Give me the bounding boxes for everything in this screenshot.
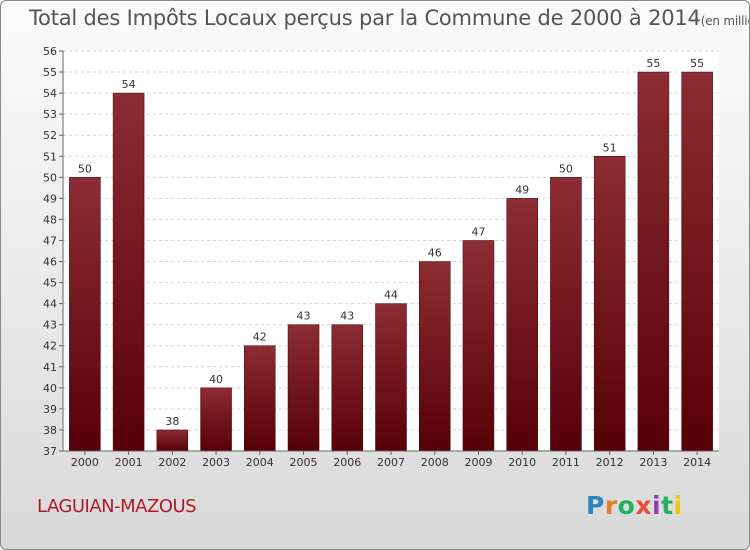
value-label-2008: 46: [428, 247, 442, 260]
value-label-2011: 50: [559, 162, 573, 175]
bar-2007: [375, 303, 407, 452]
bar-2000: [69, 177, 101, 452]
value-label-2006: 43: [340, 310, 354, 323]
x-tick-label-2001: 2001: [115, 456, 143, 469]
commune-name: LAGUIAN-MAZOUS: [37, 496, 197, 517]
x-tick-label-2007: 2007: [377, 456, 405, 469]
x-tick-label-2010: 2010: [508, 456, 536, 469]
bar-2002: [156, 429, 189, 452]
bar-2010: [506, 198, 538, 452]
bar-2011: [550, 177, 582, 452]
y-tick-label: 49: [43, 192, 57, 205]
bar-2004: [244, 345, 276, 452]
value-labels: 50 54 38 40 42 43 43 44 46 47 49 50 51 55 55: [78, 57, 704, 428]
y-tick-label: 51: [43, 150, 57, 163]
y-tick-label: 40: [43, 382, 57, 395]
y-tick-label: 46: [43, 256, 57, 269]
y-tick-label: 50: [43, 171, 57, 184]
y-tick-label: 48: [43, 213, 57, 226]
y-tick-label: 56: [43, 45, 57, 58]
value-label-2000: 50: [78, 162, 92, 175]
bar-2013: [637, 71, 670, 452]
bar-2003: [200, 387, 232, 452]
chart-title-text: Total des Impôts Locaux perçus par la Co…: [29, 6, 701, 30]
y-tick-label: 43: [43, 319, 57, 332]
x-tick-label-2011: 2011: [552, 456, 580, 469]
x-tick-label-2006: 2006: [333, 456, 361, 469]
value-label-2003: 40: [209, 373, 223, 386]
axes: 37 38 39 40 41 42 43 44 45 46 47 48 49 50 51 52 53 54 55 56…: [43, 45, 719, 469]
value-label-2002: 38: [165, 415, 179, 428]
bar-2009: [462, 240, 495, 452]
value-label-2009: 47: [471, 225, 485, 238]
y-tick-label: 38: [43, 424, 57, 437]
value-label-2005: 43: [297, 310, 311, 323]
value-label-2013: 55: [646, 57, 660, 70]
bar-2014: [681, 71, 713, 452]
value-label-2007: 44: [384, 289, 398, 302]
chart-title: Total des Impôts Locaux perçus par la Co…: [29, 6, 749, 30]
bar-2008: [418, 261, 451, 452]
value-label-2010: 49: [515, 183, 529, 196]
x-tick-label-2000: 2000: [71, 456, 99, 469]
x-tick-label-2014: 2014: [683, 456, 711, 469]
y-tick-label: 53: [43, 108, 57, 121]
y-tick-label: 47: [43, 234, 57, 247]
y-tick-label: 55: [43, 66, 57, 79]
y-tick-label: 54: [43, 87, 57, 100]
value-label-2004: 42: [253, 331, 267, 344]
bar-2001: [112, 92, 145, 452]
value-label-2001: 54: [122, 78, 136, 91]
x-tick-label-2008: 2008: [421, 456, 449, 469]
y-tick-label: 45: [43, 277, 57, 290]
bar-2006: [331, 324, 364, 452]
y-tick-label: 41: [43, 361, 57, 374]
bars: [69, 71, 713, 452]
value-label-2012: 51: [603, 141, 617, 154]
x-tick-label-2005: 2005: [290, 456, 318, 469]
y-tick-label: 44: [43, 298, 57, 311]
value-label-2014: 55: [690, 57, 704, 70]
y-tick-label: 52: [43, 129, 57, 142]
y-tick-label: 39: [43, 403, 57, 416]
y-tick-label: 42: [43, 340, 57, 353]
bar-2012: [593, 156, 626, 452]
x-tick-label-2009: 2009: [464, 456, 492, 469]
proxiti-logo: Proxiti: [586, 491, 683, 520]
bar-2005: [287, 324, 320, 452]
x-tick-label-2012: 2012: [596, 456, 624, 469]
chart-unit: (en milliers d'€): [700, 14, 749, 28]
x-tick-label-2003: 2003: [202, 456, 230, 469]
y-tick-label: 37: [43, 445, 57, 458]
x-tick-label-2002: 2002: [158, 456, 186, 469]
x-tick-label-2004: 2004: [246, 456, 274, 469]
x-tick-label-2013: 2013: [639, 456, 667, 469]
